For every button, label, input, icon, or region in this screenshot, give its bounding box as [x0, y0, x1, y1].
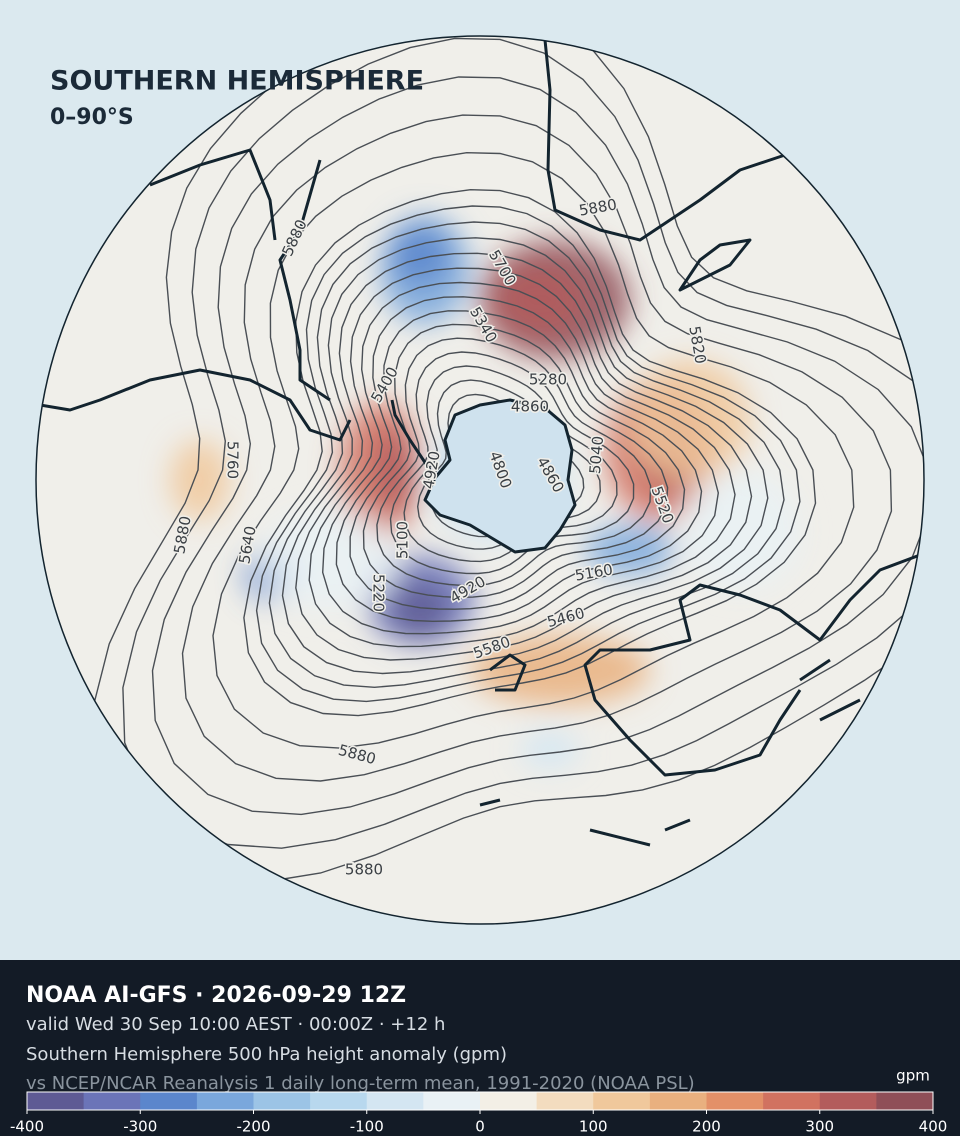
contour-label: 5760	[224, 441, 242, 479]
colorbar-bin	[140, 1092, 198, 1110]
colorbar-tick-label: 0	[475, 1118, 485, 1136]
contour-label: 5100	[394, 521, 412, 559]
colorbar: -400 -300 -200 -100 0 100 200 300 400	[10, 1091, 948, 1136]
colorbar-bin	[819, 1092, 877, 1110]
australia-nz	[489, 553, 921, 777]
contour-line	[255, 205, 801, 703]
colorbar-bin	[83, 1092, 141, 1110]
map-subtitle: 0–90°S	[50, 105, 134, 130]
colorbar-bin	[593, 1092, 651, 1110]
anomaly-blob	[170, 440, 230, 520]
colorbar-bin	[763, 1092, 821, 1110]
colorbar-tick-label: -100	[350, 1118, 384, 1136]
contour-line	[268, 221, 785, 689]
contour-label: 5220	[370, 574, 388, 612]
contour-label: 5880	[345, 861, 383, 879]
anomaly-blob	[495, 265, 585, 335]
footer-title: NOAA AI-GFS · 2026-09-29 12Z	[26, 983, 406, 1008]
colorbar-bin	[649, 1092, 707, 1110]
contour-line	[212, 151, 855, 749]
colorbar-tick-label: 200	[692, 1118, 721, 1136]
contour-label: 5280	[529, 371, 567, 389]
map-border	[35, 35, 925, 925]
colorbar-bin	[480, 1092, 538, 1110]
anomaly-blob	[520, 730, 580, 770]
contour-line	[308, 267, 736, 648]
anomaly-blob	[390, 582, 450, 638]
colorbar-bin	[536, 1092, 594, 1110]
colorbar-unit: gpm	[896, 1067, 930, 1085]
colorbar-bin	[706, 1092, 764, 1110]
peninsula	[390, 399, 432, 471]
contour-line	[295, 252, 753, 661]
contour-line	[376, 337, 652, 587]
colorbar-bin	[310, 1092, 368, 1110]
colorbar-bin	[27, 1092, 85, 1110]
antarctica	[423, 398, 577, 554]
coastlines	[39, 39, 921, 847]
contour-line	[122, 37, 924, 849]
islands	[479, 658, 861, 847]
colorbar-bin	[196, 1092, 254, 1110]
colorbar-tick-label: -300	[123, 1118, 157, 1136]
anomaly-blob	[630, 360, 750, 480]
colorbar-tick-label: 400	[919, 1118, 948, 1136]
contour-line	[349, 310, 686, 610]
footer-reference: vs NCEP/NCAR Reanalysis 1 daily long-ter…	[26, 1073, 695, 1094]
contour-label: 5040	[586, 435, 607, 475]
africa	[543, 39, 786, 242]
south-america	[39, 148, 352, 442]
colorbar-bin	[253, 1092, 311, 1110]
contour-line	[181, 114, 893, 782]
colorbar-tick-label: 300	[805, 1118, 834, 1136]
anomaly-blob	[375, 425, 415, 515]
contour-line	[281, 237, 769, 675]
contour-line	[362, 323, 669, 599]
contour-label: 4860	[511, 398, 549, 416]
colorbar-tick-label: -200	[236, 1118, 270, 1136]
map-title: SOUTHERN HEMISPHERE	[50, 66, 424, 97]
contour-line	[335, 296, 703, 623]
contour-line	[321, 281, 720, 635]
madagascar	[678, 238, 752, 292]
colorbar-bin	[366, 1092, 424, 1110]
contour-line	[243, 188, 817, 717]
colorbar-tick-label: -400	[10, 1118, 44, 1136]
colorbar-bin	[876, 1092, 934, 1110]
colorbar-tick-label: 100	[579, 1118, 608, 1136]
contour-line	[151, 76, 924, 816]
colorbar-bin	[423, 1092, 481, 1110]
footer-valid: valid Wed 30 Sep 10:00 AEST · 00:00Z · +…	[26, 1014, 445, 1035]
footer-description: Southern Hemisphere 500 hPa height anoma…	[26, 1044, 507, 1065]
contour-line	[93, 36, 924, 884]
